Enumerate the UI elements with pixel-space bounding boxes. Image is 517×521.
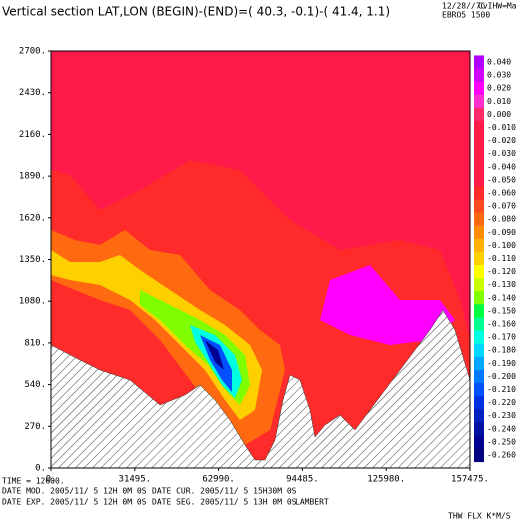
header-right: 12/28//7C [442,2,486,11]
colorbar-label: -0.120 [487,267,516,276]
colorbar-cell [474,120,484,135]
y-tick-label: 1890. [19,172,46,182]
colorbar-cell [474,251,484,266]
y-tick-label: 0. [35,464,46,474]
colorbar-label: -0.260 [487,451,516,460]
colorbar-label: -0.010 [487,123,516,132]
colorbar-label: 0.030 [487,71,511,80]
colorbar-label: -0.040 [487,162,516,171]
colorbar-label: -0.210 [487,385,516,394]
colorbar-label: -0.140 [487,293,516,302]
colorbar-label: -0.190 [487,359,516,368]
colorbar-cell [474,160,484,174]
contour-field [50,51,471,469]
colorbar-label: 0.040 [487,58,511,67]
x-tick-label: 62990. [202,475,235,485]
colorbar-label: -0.030 [487,149,516,158]
colorbar-label: -0.060 [487,189,516,198]
colorbar-label: 0.000 [487,110,511,119]
colorbar-cell [474,81,484,96]
footer-text: THW FLX K*M/S [448,512,511,521]
y-tick-label: 270. [24,422,46,432]
colorbar-cell [474,304,484,318]
colorbar-label: -0.200 [487,372,516,381]
chart-title: Vertical section LAT,LON (BEGIN)-(END)=(… [2,5,390,19]
y-tick-label: 810. [24,338,46,348]
colorbar-cell [474,291,484,305]
colorbar-cell [474,448,484,463]
colorbar-cell [474,68,484,83]
colorbar-cell [474,225,484,240]
footer-text: DATE MOD. 2005/11/ 5 12H 0M 0S [2,487,147,496]
y-tick-label: 1080. [19,297,46,307]
x-tick-label: 125980. [367,475,405,485]
colorbar-cell [474,199,484,214]
colorbar-label: -0.150 [487,306,516,315]
colorbar-label: -0.170 [487,333,516,342]
x-tick-label: 31495. [119,475,152,485]
colorbar-label: -0.250 [487,437,516,446]
colorbar-cell [474,212,484,227]
colorbar-label: -0.160 [487,320,516,329]
header-right: CvIHW=Mae [478,2,517,11]
footer-text: DATE CUR. 2005/11/ 5 15H30M 0S [152,487,297,496]
colorbar-label: -0.090 [487,228,516,237]
footer-text: LAMBERT [295,498,329,507]
colorbar-label: -0.110 [487,254,516,263]
colorbar-cell [474,173,484,187]
colorbar-cell [474,409,484,423]
colorbar-cell [474,343,484,358]
colorbar-label: -0.130 [487,280,516,289]
colorbar-label: -0.050 [487,175,516,184]
x-tick-label: 0. [46,475,57,485]
colorbar-cell [474,330,484,345]
colorbar-cell [474,147,484,161]
x-tick-label: 94485. [286,475,319,485]
footer-text: DATE SEG. 2005/11/ 5 13H 0M 0S [152,498,297,507]
colorbar-cell [474,278,484,292]
colorbar-label: -0.020 [487,136,516,145]
y-tick-label: 2160. [19,130,46,140]
y-tick-label: 2700. [19,47,46,57]
y-tick-label: 2430. [19,88,46,98]
y-tick-label: 1620. [19,213,46,223]
colorbar-cell [474,396,484,410]
colorbar-cell [474,238,484,253]
colorbar-cell [474,382,484,397]
colorbar-label: 0.010 [487,97,511,106]
colorbar-label: -0.230 [487,411,516,420]
header-right: EBRO5 1500 [442,11,490,20]
footer-text: TIME = 12600. [2,477,65,486]
x-tick-label: 157475. [451,475,489,485]
colorbar-label: 0.020 [487,84,511,93]
colorbar-cell [474,435,484,449]
y-tick-label: 540. [24,380,46,390]
colorbar-cell [474,94,484,109]
colorbar-cell [474,369,484,384]
colorbar-label: -0.080 [487,215,516,224]
colorbar-label: -0.180 [487,346,516,355]
colorbar-cell [474,55,484,70]
colorbar-cell [474,356,484,371]
colorbar-label: -0.100 [487,241,516,250]
colorbar-label: -0.070 [487,202,516,211]
colorbar-label: -0.240 [487,424,516,433]
colorbar-cell [474,422,484,436]
colorbar-cell [474,186,484,201]
colorbar-cell [474,265,484,279]
colorbar-cell [474,317,484,332]
y-tick-label: 1350. [19,255,46,265]
footer-text: DATE EXP. 2005/11/ 5 12H 0M 0S [2,498,147,507]
colorbar-cell [474,134,484,148]
colorbar-cell [474,107,484,122]
colorbar-label: -0.220 [487,398,516,407]
